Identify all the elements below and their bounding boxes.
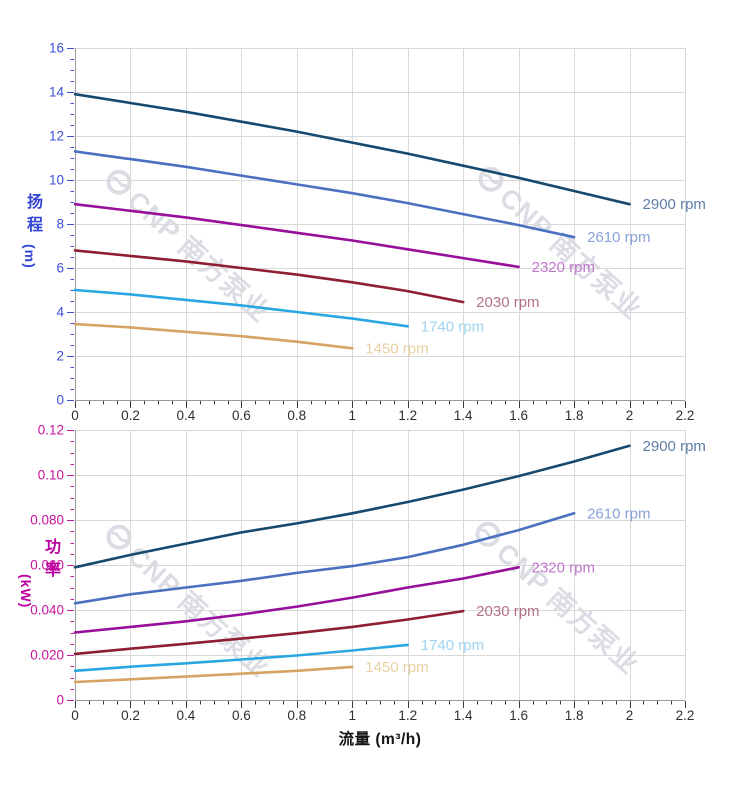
- x-tick-labels: 0 0.2 0.4 0.6 0.8 1 1.2 1.4 1.6 1.8 2 2.2: [71, 708, 694, 723]
- x-tick-label: 0.6: [232, 708, 251, 723]
- curve-2030-rpm[interactable]: [73, 609, 465, 656]
- y-tick-label: 14: [49, 85, 65, 100]
- x-tick-label: 0: [71, 408, 79, 423]
- y-tick-label: 4: [56, 305, 64, 320]
- curve-label-2320-rpm: 2320 rpm: [532, 259, 595, 276]
- curve-label-2610-rpm: 2610 rpm: [587, 505, 650, 522]
- x-tick-label: 1.6: [509, 408, 528, 423]
- y-tick-label: 0.10: [38, 468, 64, 483]
- x-axis-ticks: [75, 701, 686, 708]
- x-tick-label: 2.2: [676, 708, 695, 723]
- y-tick-label: 2: [56, 349, 64, 364]
- watermark: CNP 南方泵业: [468, 155, 652, 327]
- y-tick-labels: 0 0.020 0.040 0.060 0.080 0.10 0.12: [30, 423, 64, 708]
- y-axis-ticks: [67, 48, 74, 401]
- x-tick-label: 1.2: [398, 708, 417, 723]
- y-tick-label: 0: [56, 693, 64, 708]
- curve-label-2610-rpm: 2610 rpm: [587, 229, 650, 246]
- curve-1740-rpm[interactable]: [73, 643, 409, 673]
- head-y-axis-title: 扬程: [24, 193, 41, 239]
- y-tick-labels: 0 2 4 6 8 10 12 14 16: [49, 41, 65, 408]
- x-tick-label: 0.6: [232, 408, 251, 423]
- curve-label-2900-rpm: 2900 rpm: [643, 438, 706, 455]
- y-tick-label: 8: [56, 217, 64, 232]
- head-y-axis-unit: (m): [22, 244, 38, 269]
- x-tick-label: 1.8: [565, 408, 584, 423]
- x-axis-ticks: [75, 401, 686, 408]
- x-tick-label: 1: [349, 708, 357, 723]
- x-tick-label: 0.8: [287, 408, 306, 423]
- curve-label-2030-rpm: 2030 rpm: [476, 603, 539, 620]
- curve-label-2030-rpm: 2030 rpm: [476, 294, 539, 311]
- watermark: CNP 南方泵业: [96, 513, 280, 685]
- x-tick-label: 0.2: [121, 708, 140, 723]
- curve-2610-rpm[interactable]: [73, 150, 576, 239]
- x-tick-label: 0.8: [287, 708, 306, 723]
- x-tick-label: 2: [626, 408, 634, 423]
- y-tick-label: 0.12: [38, 423, 64, 438]
- curve-label-1450-rpm: 1450 rpm: [365, 659, 428, 676]
- x-tick-label: 0.2: [121, 408, 140, 423]
- curve-label-2900-rpm: 2900 rpm: [643, 196, 706, 213]
- curve-1450-rpm[interactable]: [73, 322, 354, 350]
- y-tick-label: 10: [49, 173, 64, 188]
- y-tick-label: 0.020: [30, 648, 64, 663]
- x-tick-label: 2: [626, 708, 634, 723]
- x-tick-label: 1.2: [398, 408, 417, 423]
- y-tick-label: 12: [49, 129, 64, 144]
- curve-2610-rpm[interactable]: [73, 511, 576, 605]
- axis-lines: [75, 48, 685, 401]
- cnp-logo-icon: [106, 169, 132, 195]
- curve-2320-rpm[interactable]: [73, 566, 520, 634]
- y-tick-label: 16: [49, 41, 64, 56]
- cnp-logo-icon: [478, 166, 504, 192]
- curve-label-1740-rpm: 1740 rpm: [421, 318, 484, 335]
- y-tick-label: 0.080: [30, 513, 64, 528]
- x-axis-title: 流量 (m³/h): [338, 731, 422, 748]
- curve-label-2320-rpm: 2320 rpm: [532, 559, 595, 576]
- y-tick-label: 6: [56, 261, 64, 276]
- watermark: CNP 南方泵业: [96, 158, 280, 330]
- y-tick-label: 0.060: [30, 558, 64, 573]
- curve-2900-rpm[interactable]: [73, 92, 631, 206]
- x-tick-label: 2.2: [676, 408, 695, 423]
- power-y-axis-unit: (kW): [18, 574, 34, 609]
- x-tick-label: 0.4: [177, 408, 196, 423]
- curve-2030-rpm[interactable]: [73, 249, 465, 304]
- power-y-axis-title: 功率: [42, 538, 59, 584]
- x-tick-label: 0: [71, 708, 79, 723]
- y-axis-ticks: [67, 430, 74, 701]
- curve-1450-rpm[interactable]: [73, 665, 354, 684]
- x-tick-label: 1: [349, 408, 357, 423]
- x-tick-label: 1.8: [565, 708, 584, 723]
- cnp-logo-icon: [106, 524, 132, 550]
- y-tick-label: 0: [56, 393, 64, 408]
- curve-2320-rpm[interactable]: [73, 202, 520, 269]
- x-tick-label: 1.6: [509, 708, 528, 723]
- curve-1740-rpm[interactable]: [73, 288, 409, 328]
- x-tick-label: 1.4: [454, 708, 473, 723]
- curve-label-1740-rpm: 1740 rpm: [421, 637, 484, 654]
- x-tick-label: 0.4: [177, 708, 196, 723]
- x-tick-labels: 0 0.2 0.4 0.6 0.8 1 1.2 1.4 1.6 1.8 2 2.2: [71, 408, 694, 423]
- curve-2900-rpm[interactable]: [73, 444, 631, 569]
- curve-label-1450-rpm: 1450 rpm: [365, 340, 428, 357]
- x-tick-label: 1.4: [454, 408, 473, 423]
- y-tick-label: 0.040: [30, 603, 64, 618]
